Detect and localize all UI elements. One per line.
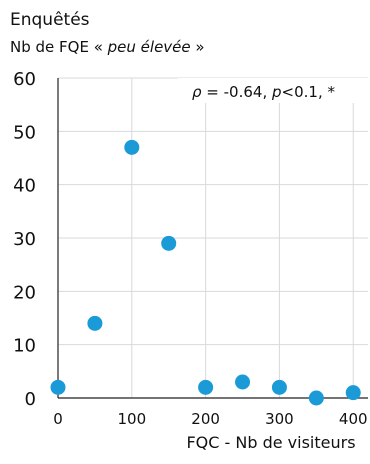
- data-point: [87, 315, 103, 331]
- rho-value: = -0.64,: [202, 83, 272, 101]
- y-tick-label: 20: [13, 282, 36, 303]
- x-tick-label: 400: [339, 410, 368, 428]
- x-axis-label: FQC - Nb de visiteurs: [186, 433, 355, 452]
- chart-subtitle: Nb de FQE « peu élevée »: [10, 38, 205, 56]
- y-tick-label: 60: [13, 69, 36, 90]
- subtitle-prefix: Nb de FQE «: [10, 38, 108, 56]
- data-point: [235, 374, 251, 390]
- grid-layer: [57, 77, 368, 399]
- data-point: [50, 379, 66, 395]
- data-points: [50, 139, 361, 406]
- subtitle-emphasis: peu élevée: [107, 38, 191, 56]
- y-tick-label: 0: [25, 389, 36, 410]
- data-point: [198, 379, 214, 395]
- y-tick-label: 50: [13, 122, 36, 143]
- x-tick-label: 0: [53, 410, 63, 428]
- data-point: [345, 385, 361, 401]
- subtitle-suffix: »: [191, 38, 205, 56]
- data-point: [161, 235, 177, 251]
- y-tick-label: 30: [13, 229, 36, 250]
- tick-label-layer: 0 10 20 30 40 50 60 0 100 200 300 400: [13, 69, 367, 428]
- data-point: [271, 379, 287, 395]
- x-tick-label: 100: [117, 410, 146, 428]
- data-point: [308, 390, 324, 406]
- rho-symbol: ρ: [192, 83, 202, 101]
- annotation-background: [178, 78, 368, 103]
- correlation-annotation: ρ = -0.64, p<0.1, *: [192, 83, 335, 101]
- y-tick-label: 40: [13, 176, 36, 197]
- x-tick-label: 200: [191, 410, 220, 428]
- data-point: [124, 139, 140, 155]
- chart-title: Enquêtés: [10, 10, 90, 30]
- x-tick-label: 300: [265, 410, 294, 428]
- p-value: <0.1, *: [282, 83, 336, 101]
- p-symbol: p: [271, 83, 282, 101]
- y-tick-label: 10: [13, 336, 36, 357]
